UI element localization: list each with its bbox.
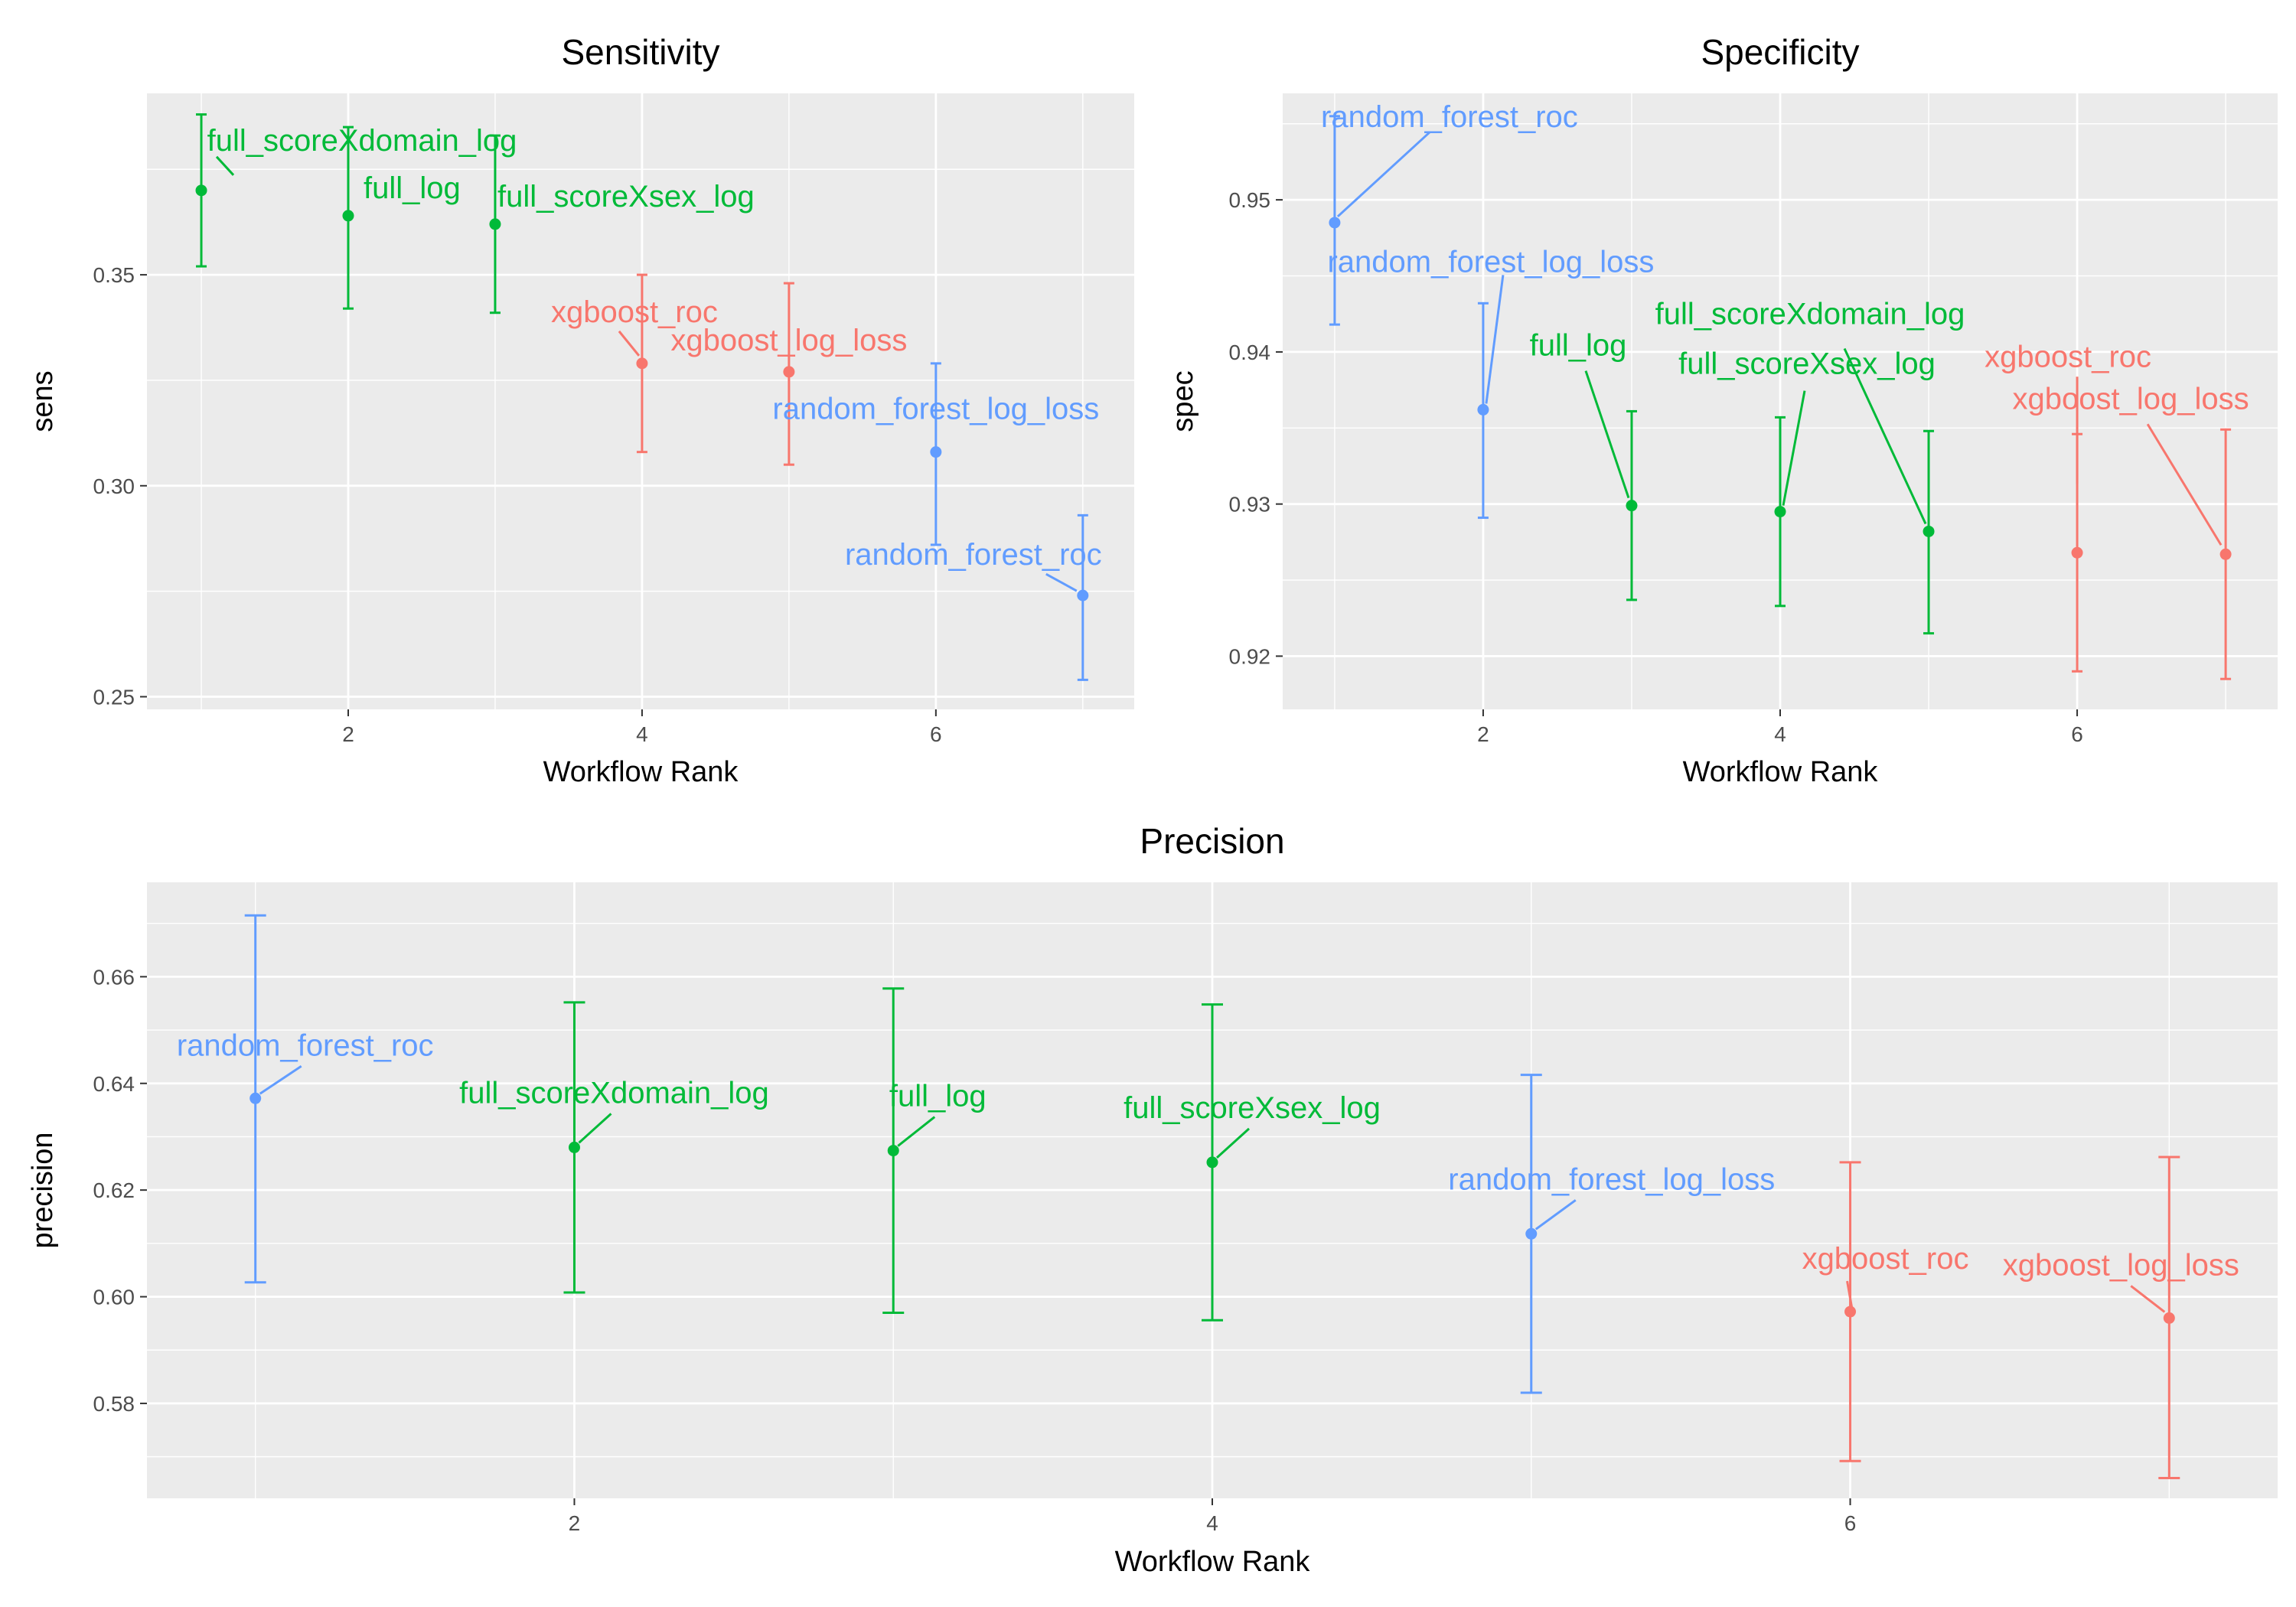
y-axis-label: sens xyxy=(27,370,59,432)
label-leader-line xyxy=(618,330,641,357)
point-label: full_scoreXsex_log xyxy=(1124,1091,1381,1125)
data-point xyxy=(2071,546,2083,559)
data-point xyxy=(1525,1227,1538,1240)
data-point xyxy=(249,1092,262,1104)
data-point xyxy=(489,218,501,230)
data-point xyxy=(1626,500,1638,512)
point-label: random_forest_log_loss xyxy=(1327,245,1654,279)
data-point xyxy=(568,1141,580,1153)
label-leader-line xyxy=(1215,1127,1251,1159)
point-label: random_forest_roc xyxy=(177,1028,434,1062)
label-leader-line xyxy=(1584,370,1630,499)
label-leader-line xyxy=(897,1116,936,1147)
point-label: xgboost_roc xyxy=(1985,340,2151,373)
point-label: xgboost_roc xyxy=(551,295,718,329)
x-axis-label: Workflow Rank xyxy=(1115,1546,1311,1578)
point-label: random_forest_log_loss xyxy=(772,393,1099,426)
y-tick-label: 0.94 xyxy=(1229,341,1271,364)
data-point xyxy=(2219,548,2232,560)
data-point xyxy=(930,446,942,458)
point-label: xgboost_roc xyxy=(1802,1242,1969,1276)
x-tick-label: 6 xyxy=(930,722,942,746)
point-label: random_forest_roc xyxy=(1321,100,1578,134)
point-label: full_scoreXsex_log xyxy=(497,180,755,214)
label-leader-line xyxy=(215,155,235,176)
label-leader-line xyxy=(578,1113,612,1144)
point-label: full_log xyxy=(364,171,461,205)
x-tick-label: 6 xyxy=(2071,722,2083,746)
y-tick-label: 0.64 xyxy=(93,1072,135,1096)
y-tick-label: 0.66 xyxy=(93,965,135,989)
x-tick-label: 2 xyxy=(569,1511,581,1535)
x-axis-label: Workflow Rank xyxy=(543,756,739,788)
label-leader-line xyxy=(1843,347,1927,525)
precision-chart: 2 4 6 0.58 0.60 0.62 0.64 0.66 random_forest_roc… xyxy=(27,821,2278,1578)
point-label: random_forest_roc xyxy=(845,538,1102,572)
chart-title: Precision xyxy=(1140,821,1284,861)
data-point xyxy=(783,366,795,378)
data-point xyxy=(1774,506,1786,518)
chart-title: Specificity xyxy=(1701,32,1859,72)
y-tick-label: 0.25 xyxy=(93,685,135,709)
y-tick-label: 0.60 xyxy=(93,1286,135,1309)
y-tick-label: 0.58 xyxy=(93,1392,135,1416)
data-point xyxy=(1329,217,1341,229)
point-label: full_log xyxy=(1530,329,1627,363)
label-leader-line xyxy=(1336,131,1430,218)
data-point xyxy=(887,1145,899,1157)
plot-panel xyxy=(147,93,1134,709)
point-label: random_forest_log_loss xyxy=(1448,1162,1775,1196)
point-label: full_scoreXsex_log xyxy=(1678,347,1936,381)
label-leader-line xyxy=(2130,1285,2166,1313)
label-leader-line xyxy=(259,1065,302,1095)
x-tick-label: 2 xyxy=(342,722,354,746)
chart-title: Sensitivity xyxy=(561,32,719,72)
x-tick-label: 2 xyxy=(1477,722,1489,746)
data-point xyxy=(195,184,207,197)
label-leader-line xyxy=(1485,275,1505,404)
x-axis-label: Workflow Rank xyxy=(1683,756,1879,788)
y-tick-label: 0.35 xyxy=(93,263,135,287)
data-point xyxy=(2163,1312,2175,1324)
data-point xyxy=(342,210,354,222)
label-leader-line xyxy=(1782,390,1806,506)
point-label: xgboost_log_loss xyxy=(2013,382,2249,416)
label-leader-line xyxy=(1534,1199,1577,1231)
data-point xyxy=(1206,1156,1218,1169)
data-point xyxy=(1923,525,1935,537)
data-point xyxy=(1477,403,1489,416)
point-label: xgboost_log_loss xyxy=(670,324,907,357)
y-tick-label: 0.92 xyxy=(1229,644,1271,668)
sensitivity-chart: 2 4 6 0.25 0.30 0.35 full_scoreXdomain_logfull… xyxy=(27,32,1134,788)
point-label: full_scoreXdomain_log xyxy=(1655,297,1965,331)
data-point xyxy=(636,357,648,370)
y-axis-label: spec xyxy=(1167,370,1199,432)
x-tick-label: 4 xyxy=(636,722,648,746)
point-label: full_log xyxy=(889,1080,987,1113)
label-leader-line xyxy=(1045,572,1078,592)
y-tick-label: 0.62 xyxy=(93,1178,135,1202)
y-tick-label: 0.95 xyxy=(1229,188,1271,212)
y-axis-label: precision xyxy=(27,1132,59,1248)
y-tick-label: 0.93 xyxy=(1229,493,1271,517)
data-point xyxy=(1077,589,1089,601)
specificity-chart: 2 4 6 0.92 0.93 0.94 0.95 random_forest_rocrand… xyxy=(1167,32,2278,788)
label-leader-line xyxy=(1846,1280,1854,1308)
point-label: xgboost_log_loss xyxy=(2003,1248,2239,1282)
point-label: full_scoreXdomain_log xyxy=(459,1076,769,1110)
point-label: full_scoreXdomain_log xyxy=(207,124,517,158)
y-tick-label: 0.30 xyxy=(93,474,135,498)
x-tick-label: 4 xyxy=(1206,1511,1218,1535)
data-point xyxy=(1844,1305,1857,1318)
label-leader-line xyxy=(2146,423,2223,546)
x-tick-label: 4 xyxy=(1774,722,1786,746)
x-tick-label: 6 xyxy=(1844,1511,1857,1535)
